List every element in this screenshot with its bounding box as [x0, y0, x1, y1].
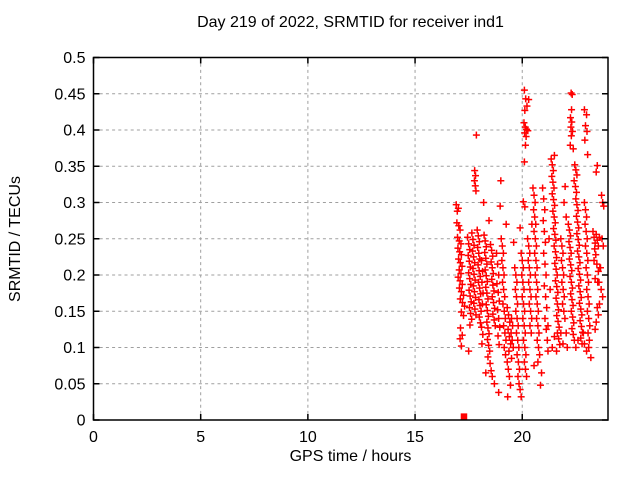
y-tick-label: 0.3 [63, 195, 85, 212]
y-tick-label: 0.4 [63, 123, 85, 140]
x-axis-label: GPS time / hours [289, 448, 412, 465]
data-point-square [460, 413, 468, 420]
y-tick-label: 0.5 [63, 50, 85, 67]
y-tick-label: 0.05 [54, 376, 85, 393]
x-tick-label: 10 [299, 429, 317, 446]
x-tick-label: 0 [89, 429, 98, 446]
y-tick-label: 0.45 [54, 86, 85, 103]
y-tick-label: 0.25 [54, 231, 85, 248]
y-tick-label: 0.35 [54, 159, 85, 176]
chart-title: Day 219 of 2022, SRMTID for receiver ind… [197, 14, 504, 31]
x-tick-label: 15 [406, 429, 424, 446]
x-tick-label: 5 [196, 429, 205, 446]
y-tick-label: 0 [77, 413, 86, 430]
y-tick-label: 0.15 [54, 304, 85, 321]
y-tick-label: 0.2 [63, 268, 85, 285]
x-tick-label: 20 [513, 429, 531, 446]
y-tick-label: 0.1 [63, 340, 85, 357]
